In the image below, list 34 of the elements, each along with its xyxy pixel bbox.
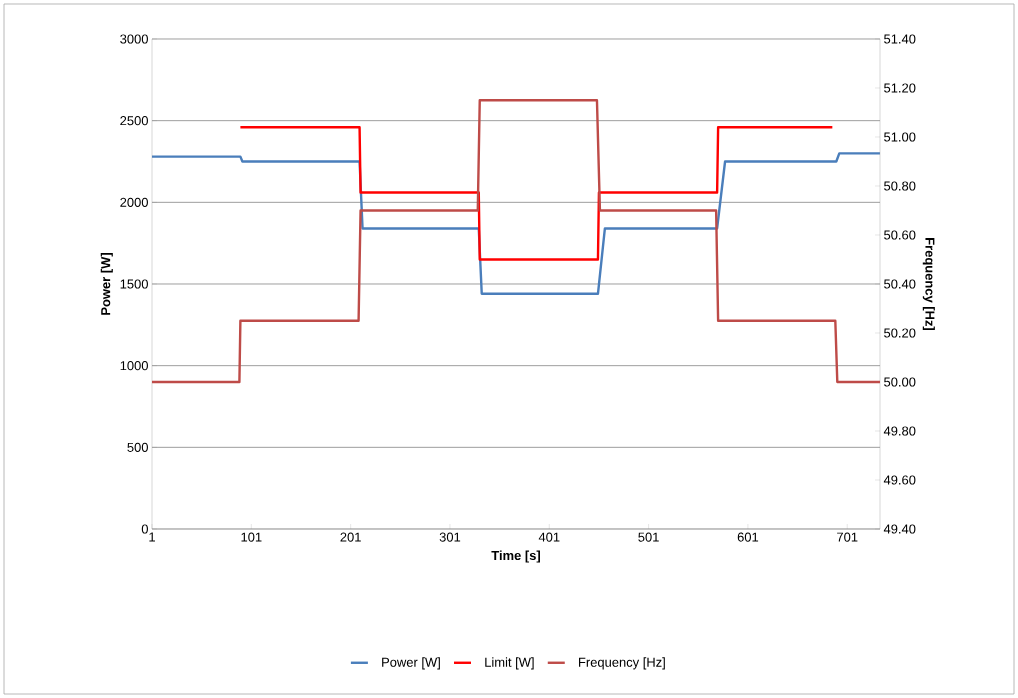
y2-tick-label: 50.00 [884, 377, 916, 387]
y2-tick-label: 49.40 [883, 524, 916, 534]
x-axis-title: Time [s] [491, 550, 540, 563]
y-tick-label: 3000 [120, 34, 148, 44]
y-tick-label: 1000 [120, 361, 148, 371]
y-tick-label: 0 [141, 524, 148, 534]
y2-tick-label: 51.20 [884, 83, 916, 93]
legend-label: Power [W] [382, 657, 440, 670]
x-tick-label: 501 [638, 532, 659, 542]
y2-tick-label: 51.00 [884, 132, 916, 142]
y2-tick-label: 49.60 [883, 475, 916, 485]
legend-label: Limit [W] [485, 657, 534, 670]
x-tick-label: 301 [439, 532, 461, 542]
y-tick-label: 2000 [120, 197, 148, 207]
y2-tick-label: 51.40 [884, 34, 916, 44]
line-series [152, 152, 881, 295]
x-tick-label: 1 [149, 532, 155, 542]
x-tick-label: 401 [538, 532, 560, 542]
y2-tick-label: 49.80 [883, 426, 916, 436]
y2-tick-label: 50.60 [884, 230, 916, 240]
y2-axis-title: Frequency [Hz] [922, 238, 935, 331]
y-tick-label: 2500 [120, 116, 148, 126]
y2-tick-label: 50.20 [884, 328, 916, 338]
y-axis-title: Power [W] [100, 253, 113, 315]
line-series [152, 99, 881, 384]
x-tick-label: 201 [340, 532, 361, 542]
x-tick-label: 701 [837, 532, 858, 542]
y2-tick-label: 50.80 [884, 181, 916, 191]
y-tick-label: 1500 [120, 279, 148, 289]
x-tick-label: 601 [737, 532, 759, 542]
y-tick-label: 500 [127, 442, 148, 452]
x-tick-label: 101 [241, 532, 262, 542]
y2-tick-label: 50.40 [884, 279, 916, 289]
legend-label: Frequency [Hz] [579, 657, 665, 670]
